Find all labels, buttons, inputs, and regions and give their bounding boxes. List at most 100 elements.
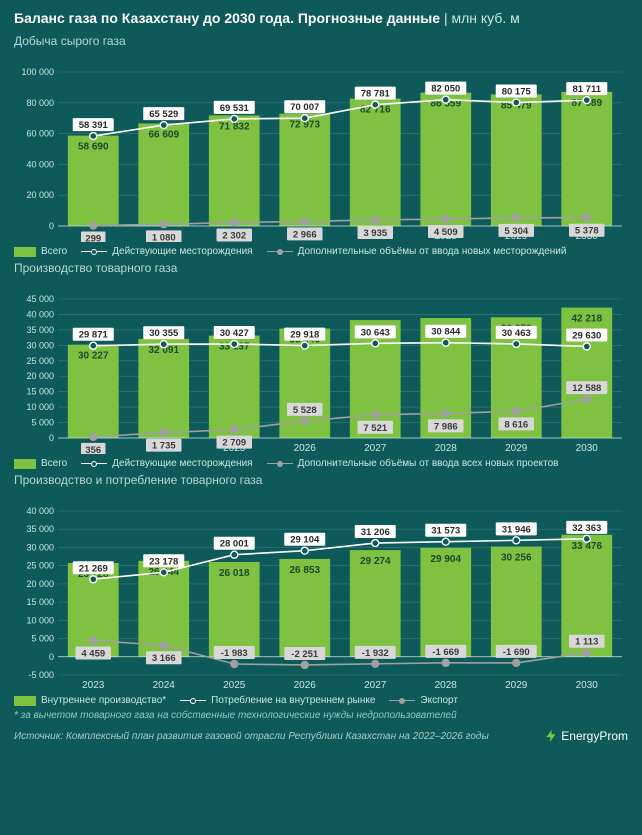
svg-text:2 709: 2 709 xyxy=(222,438,246,449)
svg-text:299: 299 xyxy=(85,234,101,242)
legend-bar: Всего xyxy=(14,458,67,469)
svg-text:40 000: 40 000 xyxy=(26,159,54,169)
svg-text:2029: 2029 xyxy=(505,443,528,454)
legend-white: Потребление на внутреннем рынке xyxy=(180,695,375,706)
svg-text:20 000: 20 000 xyxy=(26,190,54,200)
chart2-block: Производство товарного газа 05 00010 000… xyxy=(0,259,642,454)
svg-text:30 844: 30 844 xyxy=(431,327,461,338)
svg-text:81 711: 81 711 xyxy=(572,84,601,95)
infographic-container: Баланс газа по Казахстану до 2030 года. … xyxy=(0,0,642,835)
svg-text:2030: 2030 xyxy=(576,680,599,691)
svg-text:28 001: 28 001 xyxy=(220,539,250,550)
svg-text:5 000: 5 000 xyxy=(31,418,54,428)
svg-text:2026: 2026 xyxy=(294,443,317,454)
svg-text:-1 690: -1 690 xyxy=(503,647,530,658)
svg-text:-1 669: -1 669 xyxy=(432,647,459,658)
svg-text:100 000: 100 000 xyxy=(21,67,54,77)
svg-text:1 080: 1 080 xyxy=(152,232,176,242)
svg-text:20 000: 20 000 xyxy=(26,579,54,589)
svg-text:80 000: 80 000 xyxy=(26,98,54,108)
svg-text:29 904: 29 904 xyxy=(430,554,461,565)
svg-text:25 000: 25 000 xyxy=(26,561,54,571)
chart1-legend: Всего Действующие месторождения Дополнит… xyxy=(0,242,642,259)
svg-text:5 378: 5 378 xyxy=(575,226,599,237)
svg-text:3 166: 3 166 xyxy=(152,653,176,664)
svg-text:80 175: 80 175 xyxy=(502,87,532,98)
svg-text:15 000: 15 000 xyxy=(26,597,54,607)
legend-white: Действующие месторождения xyxy=(81,458,252,469)
svg-text:2027: 2027 xyxy=(364,680,387,691)
logo-text: EnergyProm xyxy=(561,729,628,743)
svg-text:12 588: 12 588 xyxy=(572,383,601,394)
legend-gray: Экспорт xyxy=(389,695,458,706)
svg-text:30 227: 30 227 xyxy=(78,351,109,362)
chart3-svg: -5 00005 00010 00015 00020 00025 00030 0… xyxy=(14,491,628,691)
svg-text:5 528: 5 528 xyxy=(293,405,317,416)
svg-text:35 000: 35 000 xyxy=(26,325,54,335)
logo: EnergyProm xyxy=(544,729,628,743)
svg-text:60 000: 60 000 xyxy=(26,129,54,139)
svg-text:66 609: 66 609 xyxy=(148,129,179,140)
svg-text:15 000: 15 000 xyxy=(26,387,54,397)
svg-text:0: 0 xyxy=(49,433,54,443)
svg-text:29 630: 29 630 xyxy=(572,330,601,341)
header: Баланс газа по Казахстану до 2030 года. … xyxy=(0,0,642,32)
svg-text:30 427: 30 427 xyxy=(220,328,249,339)
svg-text:2023: 2023 xyxy=(82,680,105,691)
title-bold: Баланс газа по Казахстану до 2030 года. … xyxy=(14,10,440,26)
svg-text:30 643: 30 643 xyxy=(361,327,390,338)
chart2-title: Производство товарного газа xyxy=(14,261,628,275)
legend-bar: Всего xyxy=(14,246,67,257)
svg-text:5 304: 5 304 xyxy=(504,226,528,237)
svg-text:2 966: 2 966 xyxy=(293,229,317,240)
chart3-title: Производство и потребление товарного газ… xyxy=(14,473,628,487)
svg-text:69 531: 69 531 xyxy=(220,103,250,114)
title-unit: млн куб. м xyxy=(451,10,519,26)
svg-text:58 391: 58 391 xyxy=(79,120,109,131)
svg-text:29 871: 29 871 xyxy=(79,330,109,341)
svg-text:0: 0 xyxy=(49,652,54,662)
title: Баланс газа по Казахстану до 2030 года. … xyxy=(14,10,628,26)
svg-text:0: 0 xyxy=(49,221,54,231)
bar xyxy=(350,99,401,226)
legend-bar: Внутреннее производство* xyxy=(14,695,166,706)
svg-text:42 218: 42 218 xyxy=(571,314,602,325)
svg-text:21 269: 21 269 xyxy=(79,563,108,574)
svg-text:2029: 2029 xyxy=(505,680,528,691)
svg-text:31 573: 31 573 xyxy=(431,526,460,537)
legend-white: Действующие месторождения xyxy=(81,246,252,257)
source-text: Источник: Комплексный план развития газо… xyxy=(14,731,489,742)
svg-text:45 000: 45 000 xyxy=(26,294,54,304)
legend-gray: Дополнительные объёмы от ввода всех новы… xyxy=(267,458,559,469)
svg-text:30 463: 30 463 xyxy=(502,328,531,339)
svg-text:82 050: 82 050 xyxy=(431,84,460,95)
svg-text:2 302: 2 302 xyxy=(222,230,246,241)
bar xyxy=(420,93,471,226)
svg-text:32 363: 32 363 xyxy=(572,523,601,534)
svg-text:356: 356 xyxy=(85,445,101,454)
svg-text:25 000: 25 000 xyxy=(26,356,54,366)
source-row: Источник: Комплексный план развития газо… xyxy=(0,723,642,751)
svg-text:5 000: 5 000 xyxy=(31,634,54,644)
svg-text:23 178: 23 178 xyxy=(149,556,178,567)
svg-text:40 000: 40 000 xyxy=(26,309,54,319)
svg-text:29 274: 29 274 xyxy=(360,556,391,567)
chart3-block: Производство и потребление товарного газ… xyxy=(0,471,642,691)
svg-text:2030: 2030 xyxy=(576,443,599,454)
svg-text:-5 000: -5 000 xyxy=(28,670,54,680)
svg-text:70 007: 70 007 xyxy=(290,102,319,113)
svg-text:3 935: 3 935 xyxy=(363,228,387,239)
svg-text:35 000: 35 000 xyxy=(26,524,54,534)
svg-text:20 000: 20 000 xyxy=(26,371,54,381)
svg-text:2025: 2025 xyxy=(223,680,246,691)
svg-text:7 986: 7 986 xyxy=(434,421,458,432)
svg-text:2027: 2027 xyxy=(364,443,387,454)
svg-text:29 104: 29 104 xyxy=(290,535,320,546)
lightning-icon xyxy=(544,729,558,743)
svg-text:58 690: 58 690 xyxy=(78,142,109,153)
chart1-block: Добыча сырого газа 020 00040 00060 00080… xyxy=(0,32,642,242)
svg-text:40 000: 40 000 xyxy=(26,506,54,516)
svg-text:2028: 2028 xyxy=(435,680,458,691)
svg-text:2028: 2028 xyxy=(435,443,458,454)
svg-text:30 000: 30 000 xyxy=(26,542,54,552)
